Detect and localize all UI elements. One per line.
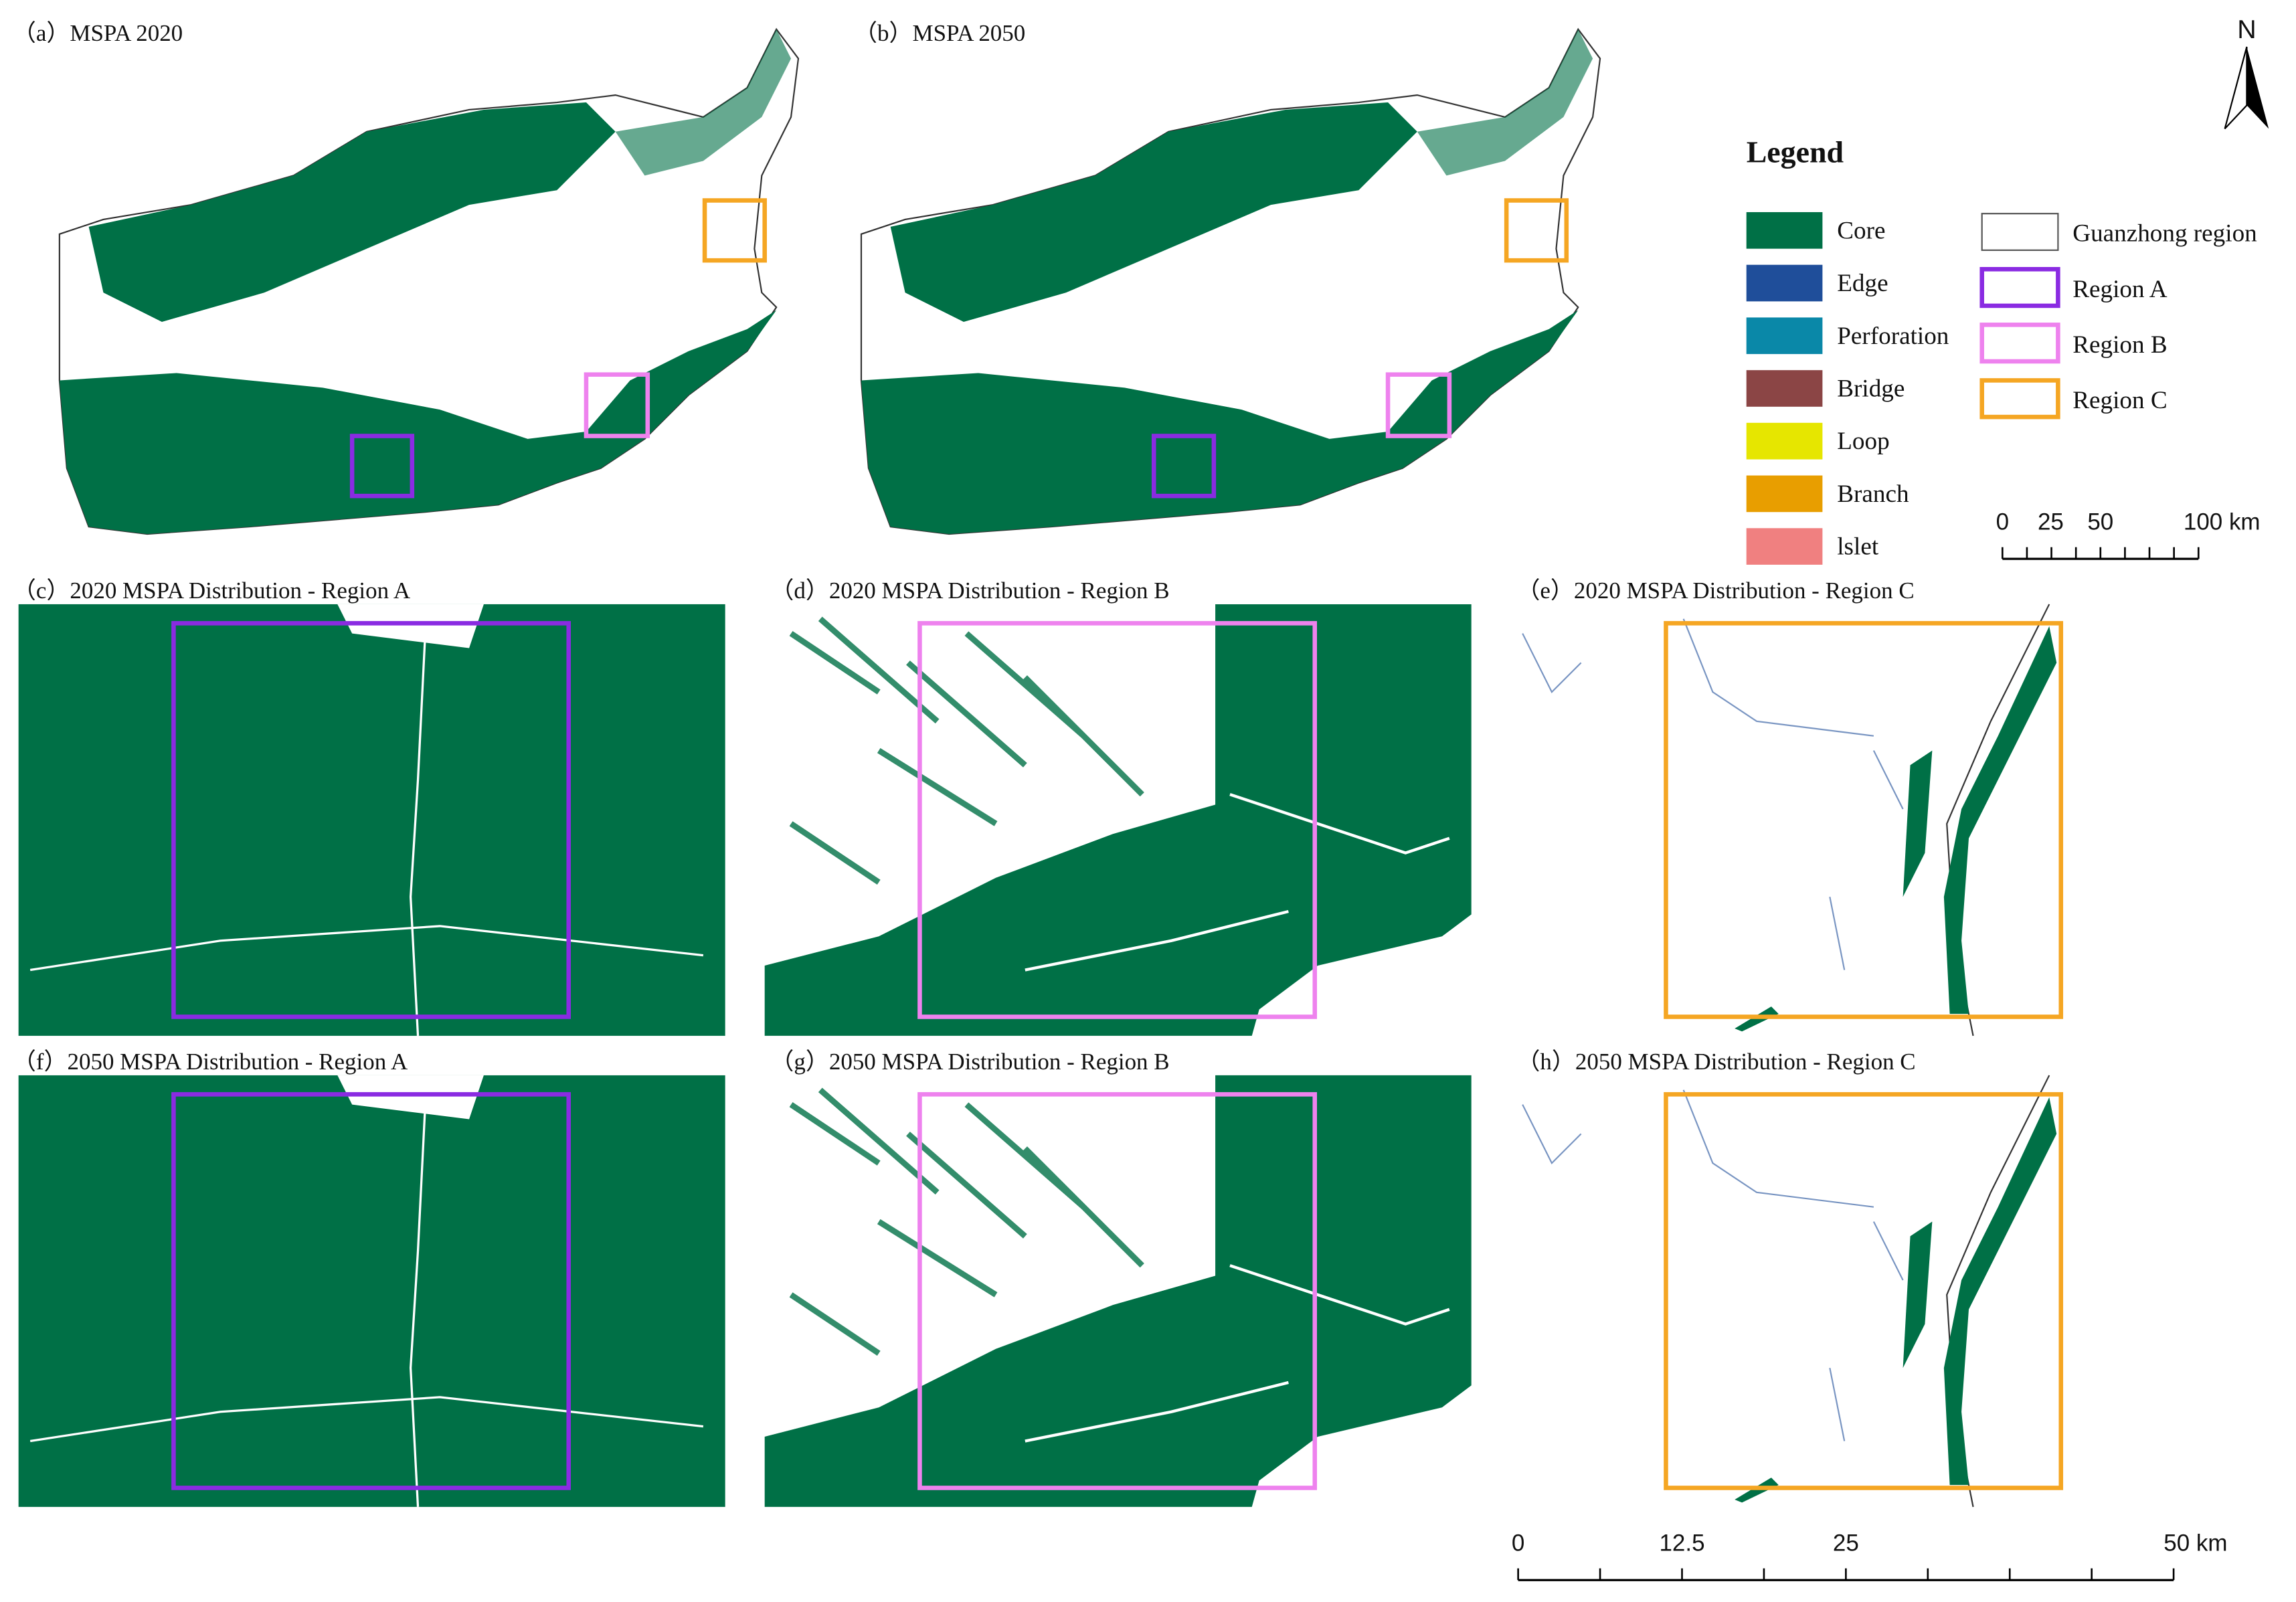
legend-label: Loop — [1837, 428, 1889, 455]
legend-swatch — [1746, 422, 1823, 460]
legend-swatch — [1746, 317, 1823, 355]
legend-label: Core — [1837, 217, 1885, 244]
zoom-map — [19, 604, 725, 1036]
panel-title: （b）MSPA 2050 — [854, 20, 1025, 46]
legend-swatch — [1979, 267, 2060, 308]
scale-bar: 0 25 50 100 km — [1996, 509, 2261, 560]
legend-title: Legend — [1747, 135, 1844, 169]
panel-title: （g）2050 MSPA Distribution - Region B — [770, 1049, 1169, 1075]
legend-label: Region C — [2072, 387, 2167, 414]
panel-title: （h）2050 MSPA Distribution - Region C — [1516, 1049, 1915, 1075]
legend-swatch — [1981, 213, 2059, 251]
panel-title: （d）2020 MSPA Distribution - Region B — [770, 577, 1169, 604]
north-arrow: N — [2224, 15, 2269, 130]
panel-title: （e）2020 MSPA Distribution - Region C — [1516, 577, 1914, 604]
scale-label: 12.5 — [1659, 1530, 1704, 1556]
legend-swatch — [1979, 378, 2060, 420]
panel-title: （f）2050 MSPA Distribution - Region A — [13, 1049, 408, 1075]
legend-swatch — [1979, 323, 2060, 364]
legend-label: Region A — [2072, 276, 2168, 303]
overview-map — [861, 29, 1600, 534]
legend: Legend Core Edge Perforation Bridge Loop Bran… — [1746, 135, 2257, 565]
overview-map — [60, 29, 798, 534]
scale-label: 50 — [2087, 509, 2113, 535]
north-arrow-left — [2224, 46, 2248, 130]
panel-f: （f）2050 MSPA Distribution - Region A — [13, 1049, 725, 1507]
legend-label: Edge — [1837, 270, 1888, 297]
zoom-map — [1522, 1075, 2061, 1507]
panel-e: （e）2020 MSPA Distribution - Region C — [1516, 577, 2060, 1036]
north-arrow-right — [2246, 46, 2269, 129]
panel-title: （a）MSPA 2020 — [13, 20, 183, 46]
scale-label: 25 — [2038, 509, 2064, 535]
panel-h: （h）2050 MSPA Distribution - Region C — [1516, 1049, 2060, 1507]
scale-label: 50 km — [2163, 1530, 2227, 1556]
legend-swatch — [1746, 475, 1823, 513]
legend-swatch — [1746, 212, 1823, 249]
scale-bar: 0 12.5 25 50 km — [1512, 1530, 2228, 1581]
zoom-map — [19, 1075, 725, 1507]
legend-label: lslet — [1837, 533, 1879, 561]
scale-label: 0 — [1996, 509, 2009, 535]
legend-label: Region B — [2072, 331, 2167, 359]
legend-label: Bridge — [1837, 375, 1905, 402]
panel-b: （b）MSPA 2050 — [854, 20, 1600, 534]
panel-d: （d）2020 MSPA Distribution - Region B — [765, 577, 1472, 1036]
panel-g: （g）2050 MSPA Distribution - Region B — [765, 1049, 1472, 1507]
scale-label: 100 km — [2184, 509, 2261, 535]
legend-swatch — [1746, 370, 1823, 407]
scale-label: 0 — [1512, 1530, 1524, 1556]
legend-label: Perforation — [1837, 323, 1949, 350]
zoom-map — [765, 604, 1472, 1036]
legend-label: Branch — [1837, 480, 1909, 508]
north-label: N — [2237, 15, 2256, 44]
zoom-map — [1522, 604, 2061, 1036]
zoom-map — [765, 1075, 1472, 1507]
panel-a: （a）MSPA 2020 — [13, 20, 798, 534]
scale-label: 25 — [1833, 1530, 1859, 1556]
legend-swatch — [1746, 264, 1823, 302]
legend-label: Guanzhong region — [2072, 220, 2257, 248]
legend-swatch — [1746, 528, 1823, 565]
panel-title: （c）2020 MSPA Distribution - Region A — [13, 577, 410, 604]
panel-c: （c）2020 MSPA Distribution - Region A — [13, 577, 725, 1036]
